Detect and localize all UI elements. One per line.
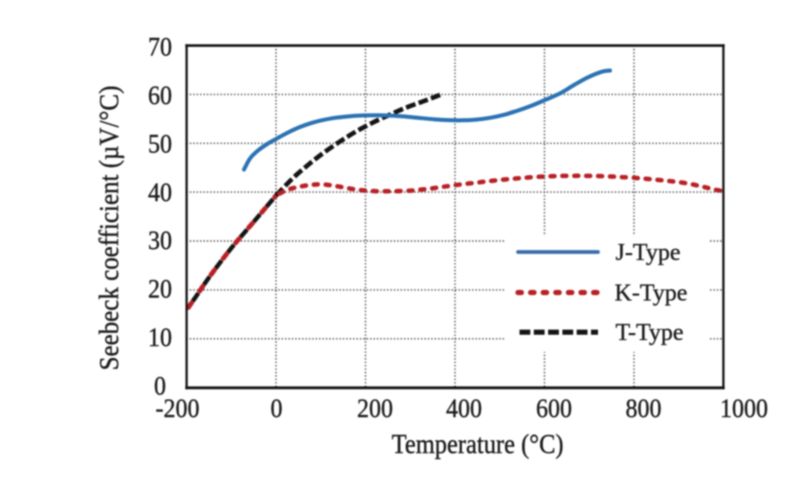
svg-text:T-Type: T-Type xyxy=(616,320,684,346)
svg-text:Seebeck coefficient (µV/°C): Seebeck coefficient (µV/°C) xyxy=(94,86,124,371)
svg-text:30: 30 xyxy=(148,227,172,255)
svg-text:J-Type: J-Type xyxy=(616,240,681,266)
svg-text:Temperature (°C): Temperature (°C) xyxy=(392,429,564,459)
svg-text:1000: 1000 xyxy=(720,395,768,423)
svg-text:800: 800 xyxy=(626,395,662,423)
svg-text:50: 50 xyxy=(148,130,172,158)
svg-text:0: 0 xyxy=(271,395,283,423)
svg-text:20: 20 xyxy=(148,276,172,304)
svg-text:40: 40 xyxy=(148,179,172,207)
svg-text:10: 10 xyxy=(148,324,172,352)
svg-text:600: 600 xyxy=(536,395,572,423)
svg-text:400: 400 xyxy=(446,395,482,423)
svg-text:0: 0 xyxy=(154,373,166,401)
svg-text:-200: -200 xyxy=(156,395,200,423)
svg-text:K-Type: K-Type xyxy=(615,281,688,307)
svg-text:200: 200 xyxy=(357,395,393,423)
svg-text:70: 70 xyxy=(148,34,172,62)
svg-text:60: 60 xyxy=(148,82,172,110)
